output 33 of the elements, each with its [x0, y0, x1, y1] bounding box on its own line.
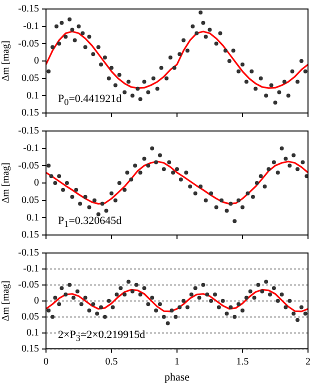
x-axis-title: phase: [164, 371, 190, 384]
y-tick-label: -0.15: [18, 126, 39, 137]
x-tick-label: 1.5: [236, 356, 249, 368]
y-tick-label: 0.1: [26, 327, 39, 338]
annotation: 2×P$_{3}$=2×0.219915d: [58, 328, 146, 343]
annotation: P$_{1}$=0.320645d: [58, 215, 122, 230]
y-tick-label: 0: [34, 178, 39, 189]
y-tick-label: -0.05: [18, 160, 39, 172]
y-tick-label: 0.1: [26, 212, 39, 224]
y-axis-title: Δm [mag]: [0, 162, 12, 204]
y-tick-label: 0.15: [22, 343, 39, 354]
y-tick-label: 0.1: [26, 90, 39, 102]
x-tick-label: 0.5: [105, 356, 118, 368]
y-tick-label: 0: [34, 56, 39, 67]
y-tick-label: 0.15: [22, 230, 39, 241]
y-tick-label: -0.1: [23, 264, 39, 275]
x-tick-label: 0: [44, 356, 48, 368]
y-tick-label: 0.05: [22, 72, 39, 84]
y-tick-label: 0: [34, 296, 39, 307]
y-tick-label: 0.15: [22, 108, 39, 119]
y-tick-label: -0.1: [23, 20, 39, 32]
y-tick-label: 0.05: [22, 194, 39, 206]
y-axis-title: Δm [mag]: [0, 280, 12, 322]
y-tick-label: -0.05: [18, 280, 39, 291]
y-axis-title: Δm [mag]: [0, 40, 12, 82]
y-tick-label: -0.15: [18, 4, 39, 15]
y-tick-label: -0.1: [23, 142, 39, 154]
x-tick-label: 2: [306, 356, 310, 368]
x-tick-label: 1: [174, 356, 180, 368]
y-tick-label: 0.05: [22, 311, 39, 322]
annotation: P$_{0}$=0.441921d: [58, 93, 122, 108]
y-tick-label: -0.15: [18, 248, 39, 259]
y-tick-label: -0.05: [18, 38, 39, 50]
